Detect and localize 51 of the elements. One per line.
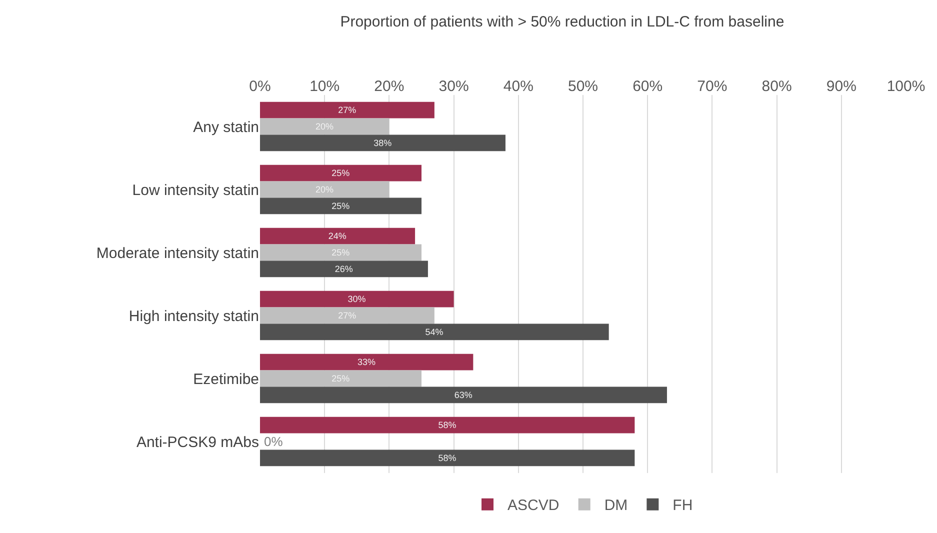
bar (260, 102, 434, 118)
bar (260, 134, 506, 152)
bar (260, 260, 428, 278)
y-tick-label: Ezetimibe (193, 370, 259, 388)
x-tick-label: 80% (762, 78, 792, 95)
bar (260, 416, 635, 434)
legend-label: FH (672, 497, 693, 514)
bar (260, 354, 474, 370)
data-label: 25% (332, 168, 350, 178)
x-tick-label: 90% (826, 78, 856, 95)
bar (260, 181, 390, 198)
x-tick-label: 100% (886, 78, 926, 95)
data-label: 54% (425, 326, 444, 337)
bar (260, 370, 422, 387)
data-label: 38% (374, 138, 392, 148)
x-tick-label: 0% (249, 78, 271, 95)
y-tick-label: Moderate intensity statin (96, 244, 259, 262)
y-tick-label: Any statin (193, 118, 259, 136)
x-tick-label: 10% (310, 78, 340, 95)
chart-title: Proportion of patients with > 50% reduction in LDL-C from baseline (340, 13, 784, 30)
data-label: 58% (438, 420, 456, 430)
x-tick-label: 20% (374, 78, 404, 95)
x-tick-label: 50% (568, 78, 598, 95)
data-label: 25% (332, 200, 350, 211)
bar (260, 244, 422, 261)
bar (260, 324, 609, 340)
data-label: 58% (438, 452, 456, 463)
legend-label: DM (604, 497, 628, 514)
bar (260, 198, 422, 214)
data-label: 0% (264, 434, 284, 449)
legend-label: ASCVD (508, 497, 560, 514)
y-tick-label: High intensity statin (128, 308, 259, 325)
bar (260, 450, 635, 466)
data-label: 27% (338, 105, 356, 116)
x-tick-label: 60% (632, 78, 663, 95)
y-tick-label: Anti-PCSK9 mAbs (136, 434, 259, 451)
data-label: 30% (348, 294, 366, 304)
x-tick-label: 30% (438, 78, 469, 95)
bar (260, 386, 667, 404)
x-tick-label: 70% (697, 78, 728, 95)
data-label: 63% (454, 390, 472, 400)
bar (260, 118, 390, 135)
y-tick-label: Low intensity statin (132, 182, 259, 199)
data-label: 33% (357, 357, 376, 368)
data-label: 24% (328, 231, 346, 242)
x-tick-label: 40% (503, 78, 534, 95)
bar (260, 290, 454, 308)
bar (260, 164, 422, 182)
bar (260, 307, 434, 324)
data-label: 26% (334, 264, 353, 274)
bar (260, 228, 416, 244)
